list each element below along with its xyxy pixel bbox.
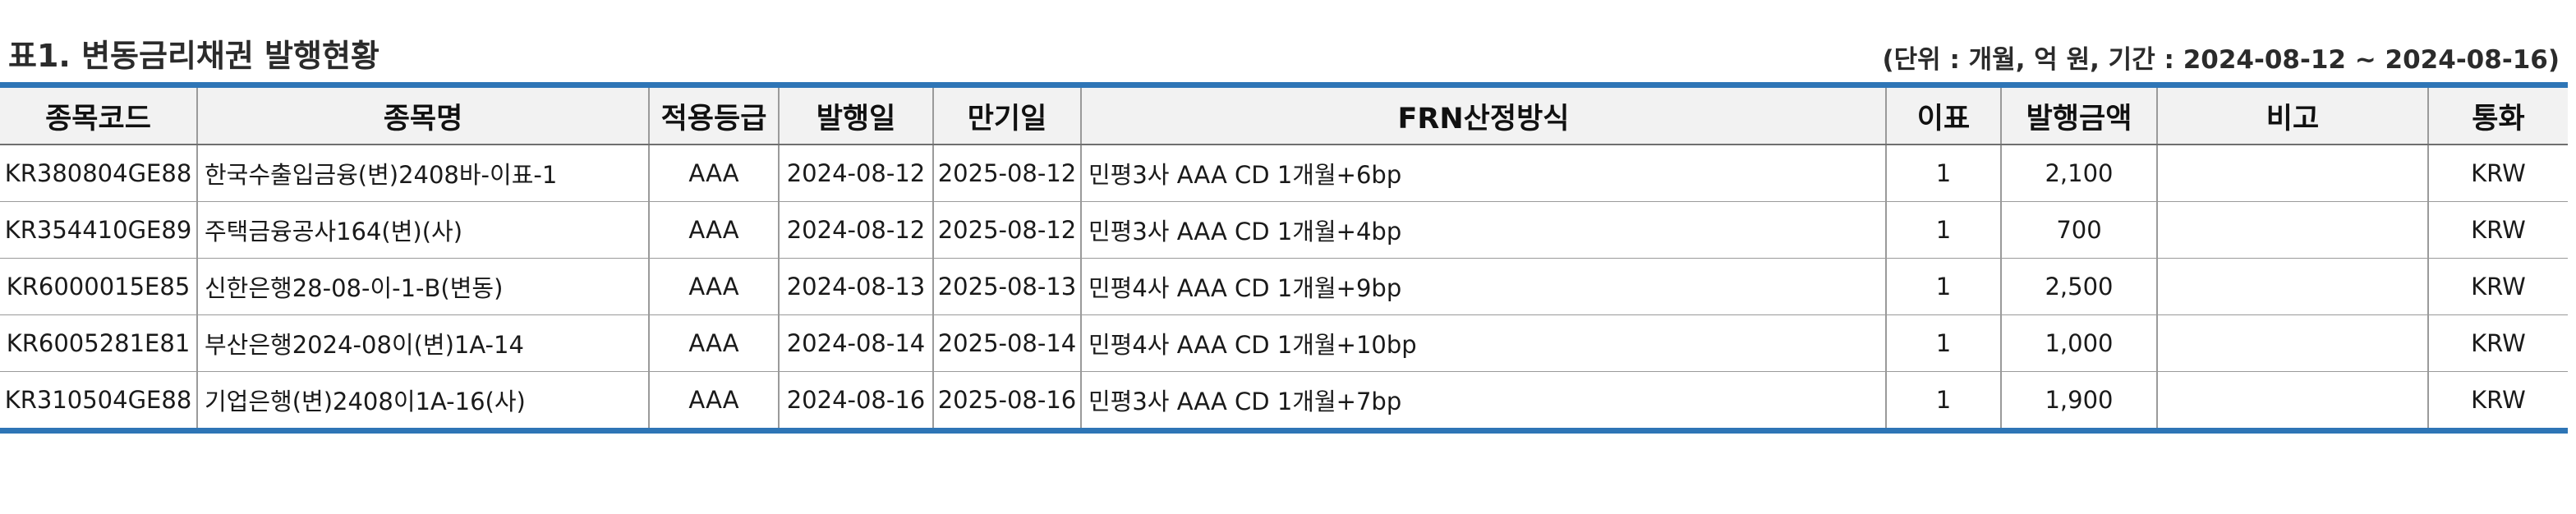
cell-currency: KRW	[2427, 371, 2568, 431]
unit-period-note: (단위 : 개월, 억 원, 기간 : 2024-08-12 ~ 2024-08…	[1882, 45, 2560, 75]
cell-code: KR6005281E81	[0, 314, 197, 372]
cell-frn-method: 민평4사 AAA CD 1개월+9bp	[1080, 258, 1886, 315]
cell-maturity-date: 2025-08-12	[932, 145, 1081, 202]
cell-code: KR380804GE88	[0, 145, 197, 202]
table-row: KR354410GE89 주택금융공사164(변)(사) AAA 2024-08…	[0, 201, 2568, 259]
cell-currency: KRW	[2427, 145, 2568, 202]
table-row: KR6005281E81 부산은행2024-08이(변)1A-14 AAA 20…	[0, 314, 2568, 372]
cell-name: 주택금융공사164(변)(사)	[196, 201, 649, 259]
cell-issue-date: 2024-08-14	[778, 314, 933, 372]
cell-maturity-date: 2025-08-14	[932, 314, 1081, 372]
cell-remarks	[2156, 258, 2428, 315]
header-rating: 적용등급	[648, 85, 779, 145]
cell-issue-date: 2024-08-13	[778, 258, 933, 315]
cell-remarks	[2156, 145, 2428, 202]
cell-amount: 1,000	[2000, 314, 2157, 372]
cell-coupon: 1	[1885, 145, 2001, 202]
cell-rating: AAA	[648, 145, 779, 202]
title-row: 표1. 변동금리채권 발행현황 (단위 : 개월, 억 원, 기간 : 2024…	[8, 30, 2568, 76]
cell-rating: AAA	[648, 314, 779, 372]
table-row: KR6000015E85 신한은행28-08-이-1-B(변동) AAA 202…	[0, 258, 2568, 315]
cell-frn-method: 민평4사 AAA CD 1개월+10bp	[1080, 314, 1886, 372]
cell-maturity-date: 2025-08-12	[932, 201, 1081, 259]
header-remarks: 비고	[2156, 85, 2428, 145]
cell-remarks	[2156, 314, 2428, 372]
cell-issue-date: 2024-08-12	[778, 145, 933, 202]
cell-issue-date: 2024-08-16	[778, 371, 933, 431]
header-name: 종목명	[196, 85, 649, 145]
cell-code: KR6000015E85	[0, 258, 197, 315]
header-currency: 통화	[2427, 85, 2568, 145]
table-row: KR380804GE88 한국수출입금융(변)2408바-이표-1 AAA 20…	[0, 145, 2568, 202]
cell-rating: AAA	[648, 371, 779, 431]
cell-coupon: 1	[1885, 258, 2001, 315]
cell-rating: AAA	[648, 258, 779, 315]
cell-code: KR354410GE89	[0, 201, 197, 259]
cell-amount: 2,500	[2000, 258, 2157, 315]
cell-amount: 700	[2000, 201, 2157, 259]
cell-coupon: 1	[1885, 371, 2001, 431]
cell-currency: KRW	[2427, 258, 2568, 315]
header-issue-date: 발행일	[778, 85, 933, 145]
header-code: 종목코드	[0, 85, 197, 145]
cell-frn-method: 민평3사 AAA CD 1개월+6bp	[1080, 145, 1886, 202]
header-row: 종목코드 종목명 적용등급 발행일 만기일 FRN산정방식 이표 발행금액 비고…	[0, 85, 2568, 145]
cell-maturity-date: 2025-08-16	[932, 371, 1081, 431]
cell-code: KR310504GE88	[4, 386, 192, 414]
table-row: KR310504GE88 기업은행(변)2408이1A-16(사) AAA 20…	[0, 371, 2568, 431]
cell-amount: 2,100	[2000, 145, 2157, 202]
cell-frn-method: 민평3사 AAA CD 1개월+7bp	[1080, 371, 1886, 431]
cell-name: 부산은행2024-08이(변)1A-14	[196, 314, 649, 372]
table-title: 표1. 변동금리채권 발행현황	[8, 38, 380, 74]
frn-issuance-table: 종목코드 종목명 적용등급 발행일 만기일 FRN산정방식 이표 발행금액 비고…	[0, 82, 2568, 434]
cell-remarks	[2156, 371, 2428, 431]
cell-name: 신한은행28-08-이-1-B(변동)	[196, 258, 649, 315]
cell-frn-method: 민평3사 AAA CD 1개월+4bp	[1080, 201, 1886, 259]
cell-amount: 1,900	[2000, 371, 2157, 431]
cell-remarks	[2156, 201, 2428, 259]
cell-currency: KRW	[2427, 314, 2568, 372]
header-amount: 발행금액	[2000, 85, 2157, 145]
cell-currency: KRW	[2427, 201, 2568, 259]
cell-rating: AAA	[648, 201, 779, 259]
header-coupon: 이표	[1885, 85, 2001, 145]
cell-issue-date: 2024-08-12	[778, 201, 933, 259]
cell-coupon: 1	[1885, 314, 2001, 372]
cell-name: 한국수출입금융(변)2408바-이표-1	[196, 145, 649, 202]
header-maturity-date: 만기일	[932, 85, 1081, 145]
header-frn-method: FRN산정방식	[1080, 85, 1886, 145]
cell-maturity-date: 2025-08-13	[932, 258, 1081, 315]
cell-name: 기업은행(변)2408이1A-16(사)	[196, 371, 649, 431]
cell-coupon: 1	[1885, 201, 2001, 259]
